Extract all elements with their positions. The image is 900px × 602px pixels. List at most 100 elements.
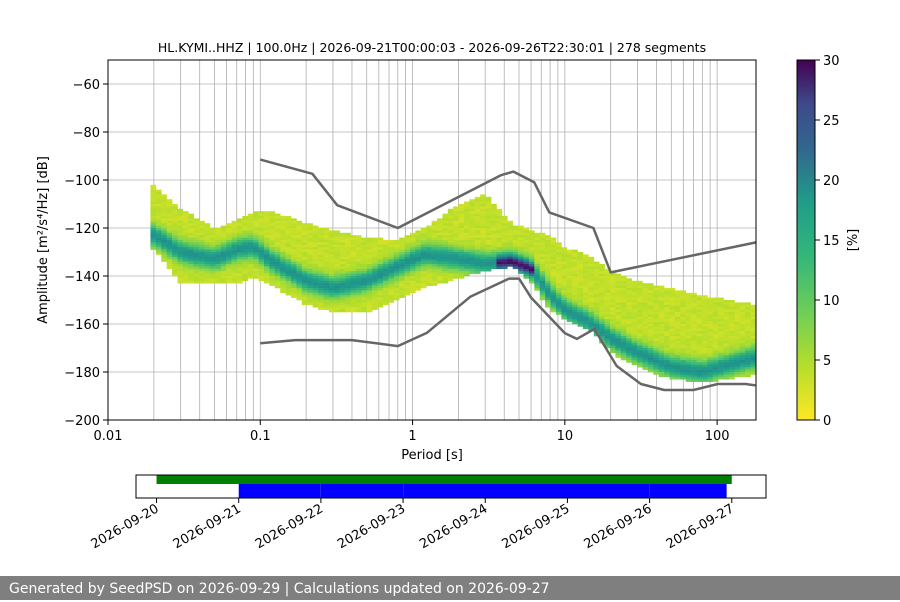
psd-cell — [647, 304, 654, 308]
psd-cell — [409, 288, 416, 291]
psd-cell — [182, 218, 189, 222]
psd-cell — [312, 235, 319, 238]
psd-cell — [474, 271, 481, 274]
psd-cell — [269, 232, 276, 236]
psd-cell — [669, 295, 676, 298]
psd-cell — [696, 304, 703, 308]
psd-cell — [258, 268, 265, 272]
psd-cell — [166, 211, 173, 214]
psd-cell — [588, 295, 595, 298]
psd-cell — [258, 223, 265, 226]
psd-cell — [464, 208, 470, 212]
psd-cell — [236, 256, 243, 260]
psd-cell — [172, 271, 178, 274]
psd-cell — [204, 280, 211, 284]
noise-model-curves — [259, 158, 757, 392]
psd-cell — [701, 331, 708, 334]
psd-cell — [296, 297, 303, 301]
psd-cell — [177, 268, 184, 272]
psd-cell — [372, 276, 378, 279]
psd-cell — [231, 228, 238, 231]
psd-cell — [247, 232, 254, 236]
psd-cell — [345, 292, 351, 296]
psd-cell — [712, 376, 719, 380]
psd-cell — [188, 254, 195, 258]
psd-cell — [474, 237, 481, 241]
psd-cell — [453, 273, 459, 277]
psd-cell — [361, 297, 368, 301]
psd-cell — [550, 285, 557, 289]
psd-cell — [199, 273, 205, 277]
psd-cell — [577, 264, 584, 267]
psd-cell — [447, 249, 454, 253]
psd-cell — [307, 283, 313, 286]
psd-cell — [566, 300, 573, 303]
psd-cell — [604, 338, 611, 342]
psd-cell — [501, 220, 508, 224]
psd-cell — [193, 235, 200, 238]
psd-cell — [426, 235, 432, 238]
psd-cell — [280, 259, 286, 262]
psd-cell — [420, 254, 427, 258]
psd-cell — [707, 352, 714, 356]
psd-cell — [620, 324, 627, 327]
x-tick-label: 10 — [557, 429, 574, 444]
psd-cell — [745, 316, 751, 320]
psd-cell — [545, 268, 551, 272]
psd-cell — [258, 278, 265, 282]
psd-cell — [572, 271, 578, 274]
psd-cell — [296, 247, 303, 250]
psd-cell — [177, 276, 184, 279]
psd-cell — [291, 237, 297, 241]
psd-cell — [182, 256, 189, 260]
psd-cell — [561, 302, 568, 306]
psd-cell — [415, 252, 422, 255]
psd-cell — [274, 230, 281, 234]
psd-cell — [593, 309, 600, 313]
psd-cell — [728, 348, 735, 351]
psd-cell — [431, 252, 438, 255]
psd-cell — [469, 252, 476, 255]
psd-cell — [599, 333, 605, 337]
psd-cell — [501, 252, 508, 255]
psd-cell — [561, 280, 568, 284]
psd-cell — [301, 266, 308, 270]
psd-cell — [161, 201, 167, 205]
psd-cell — [404, 261, 411, 265]
psd-cell — [637, 345, 643, 349]
psd-cell — [263, 242, 270, 246]
psd-cell — [485, 206, 492, 210]
psd-cell — [150, 194, 157, 198]
psd-cell — [701, 314, 708, 318]
psd-cell — [615, 309, 622, 313]
psd-cell — [399, 249, 405, 253]
psd-cell — [577, 292, 584, 296]
psd-cell — [604, 345, 611, 349]
psd-cell — [750, 362, 757, 366]
psd-cell — [307, 288, 313, 291]
psd-cell — [458, 223, 465, 226]
psd-cell — [669, 345, 676, 349]
psd-cell — [750, 340, 757, 344]
psd-cell — [323, 276, 330, 279]
psd-cell — [447, 232, 454, 236]
psd-cell — [696, 331, 703, 334]
psd-cell — [707, 376, 714, 380]
psd-cell — [615, 302, 622, 306]
psd-cell — [745, 302, 751, 306]
psd-cell — [323, 242, 330, 246]
psd-cell — [696, 328, 703, 332]
psd-cell — [242, 266, 249, 270]
psd-cell — [426, 271, 432, 274]
psd-cell — [588, 285, 595, 289]
psd-cell — [691, 343, 697, 346]
psd-cell — [545, 304, 551, 308]
psd-cell — [318, 285, 324, 289]
psd-cell — [685, 372, 692, 375]
psd-cell — [172, 266, 178, 270]
psd-cell — [453, 266, 459, 270]
psd-cell — [680, 324, 687, 327]
psd-cell — [485, 232, 492, 236]
psd-cell — [263, 225, 270, 229]
psd-cell — [745, 372, 751, 375]
